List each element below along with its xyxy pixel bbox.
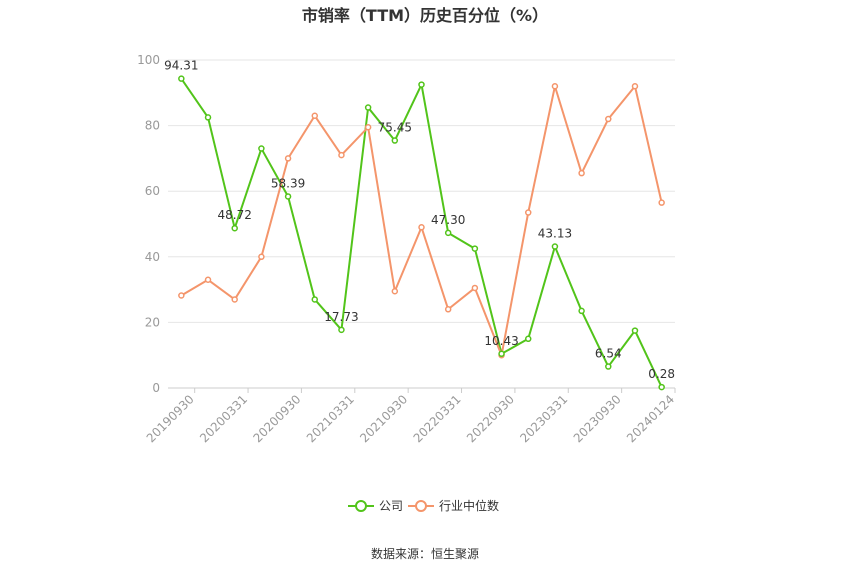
data-point [658,199,665,206]
data-point [658,383,665,391]
data-point [338,151,345,159]
data-point [605,115,612,123]
data-label: 17.73 [324,310,358,324]
data-point [258,253,265,261]
data-point [311,112,319,120]
x-tick-label: 20210930 [357,392,410,445]
data-point [631,82,639,90]
data-point [178,292,185,299]
data-point [284,193,292,200]
x-tick-label: 20200331 [197,392,250,445]
data-point [364,104,372,111]
legend-swatch-marker [355,500,367,512]
data-point [231,296,238,303]
gridlines [168,59,675,323]
data-point [338,326,345,334]
y-tick-label: 40 [145,250,160,264]
y-tick-label: 60 [145,184,160,198]
series-layer [178,75,665,391]
data-point [471,245,479,252]
chart-title: 市销率（TTM）历史百分位（%） [302,6,548,25]
x-tick-label: 20220331 [411,392,464,445]
x-tick-label: 20200930 [250,392,303,445]
y-tick-label: 80 [145,119,160,133]
data-labels: 94.31 48.72 58.39 17.73 75.45 47.30 10.43 43.13… [164,59,675,381]
x-tick-label: 20190930 [144,392,197,445]
data-label: 75.45 [378,121,412,135]
data-point [364,123,372,131]
data-point [524,209,532,216]
data-label: 48.72 [218,208,252,222]
data-label: 58.39 [271,176,305,190]
x-tick-label: 20220930 [464,392,517,445]
x-tick-label: 20210331 [304,392,357,445]
legend-swatch-marker [415,500,427,512]
data-point [578,307,585,315]
data-point [551,243,559,250]
series-line [180,78,663,388]
data-point [551,82,559,90]
y-tick-label: 20 [145,315,160,329]
source-note: 数据来源：恒生聚源 [371,546,479,561]
data-point [418,224,425,231]
x-tick-label: 20240124 [624,392,677,445]
x-tick-label: 20230331 [517,392,570,445]
data-label: 43.13 [538,227,572,241]
data-point [578,169,585,177]
series-line [180,85,663,357]
data-point [391,287,399,295]
data-point [204,276,212,284]
data-point [258,145,265,152]
y-tick-label: 0 [152,381,160,395]
legend[interactable]: 公司 行业中位数 [348,498,499,513]
data-point [284,155,292,162]
data-point [311,296,319,303]
data-point [471,284,479,292]
data-point [178,75,185,82]
data-label: 10.43 [484,334,518,348]
data-label: 6.54 [595,347,622,361]
data-point [444,306,452,313]
data-point [204,114,212,121]
data-point [418,81,425,88]
legend-label: 公司 [379,499,403,513]
data-point [524,335,532,343]
legend-label: 行业中位数 [439,498,499,513]
x-axis: 20190930 20200331 20200930 20210331 20210930… [144,387,677,445]
legend-item[interactable]: 公司 [348,499,403,513]
data-point [444,229,452,237]
data-label: 0.28 [648,367,675,381]
data-point [631,327,639,334]
legend-item[interactable]: 行业中位数 [408,498,499,513]
data-point [231,224,238,232]
data-point [391,137,399,144]
y-tick-label: 100 [137,53,160,67]
y-axis: 0 20 40 60 80 100 [137,53,160,395]
data-label: 94.31 [164,59,198,73]
data-point [498,350,505,358]
data-point [605,363,612,370]
data-label: 47.30 [431,213,465,227]
x-tick-label: 20230930 [571,392,624,445]
